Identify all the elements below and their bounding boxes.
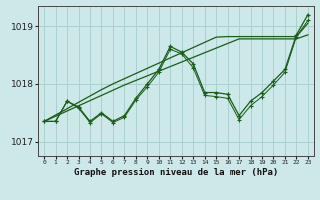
X-axis label: Graphe pression niveau de la mer (hPa): Graphe pression niveau de la mer (hPa) [74, 168, 278, 177]
